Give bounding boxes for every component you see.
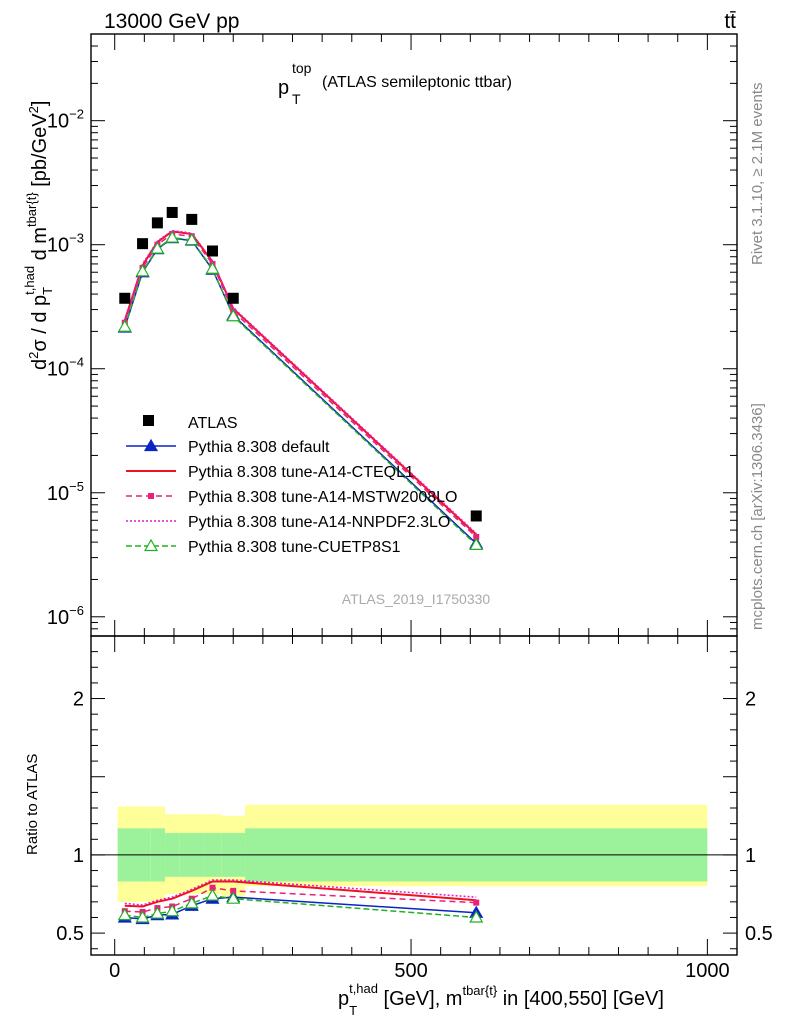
series-marker-main [226,309,241,322]
series-marker-ratio [230,887,237,894]
series-marker-ratio [117,907,132,921]
rivet-version: Rivet 3.1.10, ≥ 2.1M events [749,83,766,266]
title-rest: (ATLAS semileptonic ttbar) [322,74,512,91]
x-tick-label: 500 [394,960,427,982]
series-line-main [124,229,477,534]
series-marker-main [184,232,199,246]
tick-exp: −5 [69,479,84,494]
legend-marker-2 [148,493,154,499]
ratio-y-tick-label-right: 0.5 [745,923,773,945]
series-line-ratio [124,880,477,908]
ratio-uncertainty-bands [91,804,737,902]
main-y-tick-label: 10−5 [47,479,84,505]
series-marker-main [150,241,165,254]
legend-marker-4 [143,538,159,552]
main-y-tick-label: 10−3 [47,231,84,257]
series-marker-ratio [226,891,241,904]
legend-label-0: Pythia 8.308 default [188,439,330,456]
series-marker-main [469,537,484,550]
series-marker-ratio [165,904,180,917]
ratio-y-axis-label: Ratio to ATLAS [24,754,41,855]
legend-label-2: Pythia 8.308 tune-A14-MSTW2008LO [188,489,457,506]
atlas-data-point [227,292,239,304]
tick-base: 10 [47,111,69,133]
legend: ATLAS Pythia 8.308 default Pythia 8.308 tu… [126,415,457,556]
series-line-main [124,236,477,546]
ratio-y-tick-label-left: 0.5 [56,923,84,945]
series-marker-ratio [469,910,484,923]
series-line-ratio [124,879,477,906]
mcplots-ref: mcplots.cern.ch [arXiv:1306.3436] [749,403,766,630]
legend-label-1: Pythia 8.308 tune-A14-CTEQL1 [188,464,414,481]
main-y-tick-label: 10−2 [47,107,84,133]
tick-base: 10 [47,607,69,629]
series-marker-ratio [135,910,150,923]
series-marker-ratio [150,906,165,919]
svg-text:d2σ / d pTt,had d mtbar{t} [pb: d2σ / d pTt,had d mtbar{t} [pb/GeV2] [22,101,55,370]
plot-title: p top T (ATLAS semileptonic ttbar) [278,60,512,107]
atlas-data-point [470,510,482,522]
tick-base: 10 [47,359,69,381]
main-y-axis-label: d2σ / d pTt,had d mtbar{t} [pb/GeV2] [22,101,55,370]
ratio-panel-frame [90,635,738,956]
atlas-data-point [137,238,149,250]
legend-label-4: Pythia 8.308 tune-CUETP8S1 [188,539,401,556]
tick-exp: −4 [69,355,84,370]
legend-label-3: Pythia 8.308 tune-A14-NNPDF2.3LO [188,514,450,531]
title-sub: T [292,91,301,107]
x-axis-label: pTt,had [GeV], mtbar{t} in [400,550] [Ge… [338,981,664,1018]
ratio-y-tick-label-right: 1 [745,845,756,867]
tick-exp: −3 [69,231,84,246]
atlas-data-point [119,292,131,304]
series-marker-main [165,230,180,243]
atlas-data-point [166,206,178,218]
ratio-y-tick-label-right: 2 [745,689,756,711]
series-marker-main [205,261,220,274]
tick-base: 10 [47,235,69,257]
tick-base: 10 [47,483,69,505]
main-y-tick-label: 10−4 [47,355,84,381]
series-marker-ratio [184,896,199,909]
series-marker-main [117,319,132,332]
title-sup: top [292,60,312,76]
header-left: 13000 GeV pp [104,10,239,33]
ratio-frame-border [90,635,738,956]
atlas-data-point [206,245,218,257]
ylabel-part-a: d [29,359,51,370]
main-panel-series [117,206,484,550]
series-marker-main [135,264,150,277]
x-ticks: 0 500 1000 [109,34,730,982]
legend-label-atlas: ATLAS [188,415,238,432]
series-marker-main [473,533,480,540]
x-tick-label: 1000 [685,960,730,982]
analysis-watermark: ATLAS_2019_I1750330 [342,591,491,607]
ratio-y-ticks: 2 2 1 1 0.5 0.5 [56,651,773,950]
x-tick-label: 0 [109,960,120,982]
series-marker-ratio [473,899,480,906]
series-marker-ratio [205,888,220,901]
main-y-tick-label: 10−6 [47,603,84,629]
title-base: p [278,77,289,99]
tick-exp: −6 [69,603,84,618]
atlas-data-point [151,217,163,229]
legend-marker-0 [143,438,159,452]
ratio-y-tick-label-left: 2 [73,689,84,711]
ratio-y-tick-label-left: 1 [73,845,84,867]
ratio-panel-series [117,879,484,925]
svg-text:pTt,had [GeV], mtbar{t} in [40: pTt,had [GeV], mtbar{t} in [400,550] [Ge… [338,981,664,1018]
legend-marker-atlas [143,415,154,426]
tick-exp: −2 [69,107,84,122]
series-marker-ratio [209,884,216,891]
atlas-data-point [186,213,198,225]
main-y-ticks: 10−210−310−410−510−6 [47,33,737,637]
header-right: tt̄ [724,10,736,33]
